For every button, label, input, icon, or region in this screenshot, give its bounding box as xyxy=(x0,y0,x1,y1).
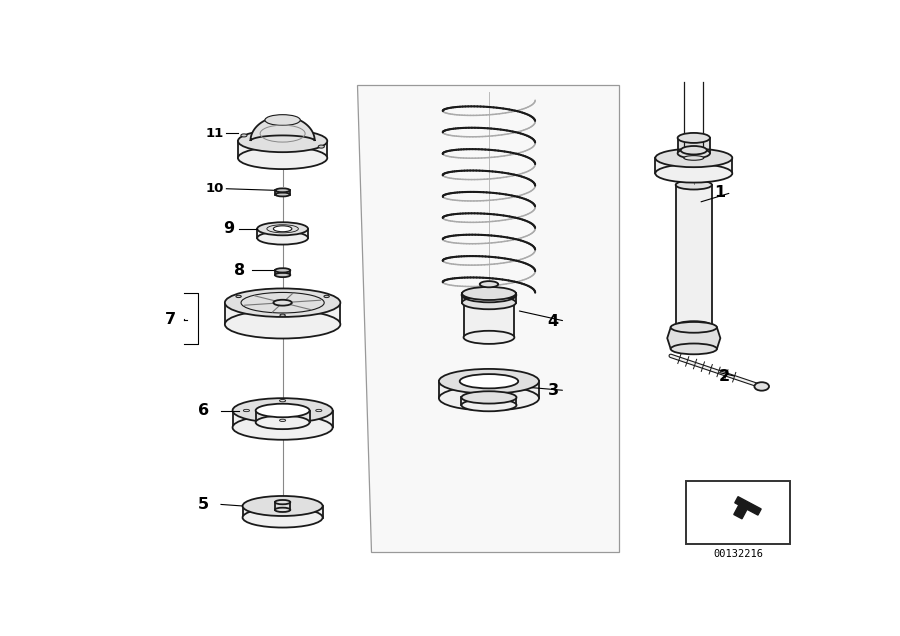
Ellipse shape xyxy=(232,398,333,423)
Ellipse shape xyxy=(462,287,516,300)
Polygon shape xyxy=(680,150,706,163)
Ellipse shape xyxy=(676,321,712,331)
Ellipse shape xyxy=(280,314,285,316)
Ellipse shape xyxy=(754,382,769,391)
Ellipse shape xyxy=(225,289,340,317)
Polygon shape xyxy=(439,381,539,398)
Text: 6: 6 xyxy=(198,403,209,418)
Polygon shape xyxy=(243,506,322,518)
Ellipse shape xyxy=(439,386,539,410)
Text: 5: 5 xyxy=(198,497,209,512)
Polygon shape xyxy=(256,410,310,422)
Text: 10: 10 xyxy=(206,183,224,195)
Ellipse shape xyxy=(316,410,322,411)
Text: 1: 1 xyxy=(714,185,724,200)
Text: 2: 2 xyxy=(719,369,730,384)
Ellipse shape xyxy=(274,273,291,277)
Text: 7: 7 xyxy=(165,312,176,327)
Polygon shape xyxy=(462,398,517,405)
Ellipse shape xyxy=(241,134,247,137)
Polygon shape xyxy=(464,295,515,337)
Ellipse shape xyxy=(225,310,340,338)
Ellipse shape xyxy=(275,193,290,197)
Ellipse shape xyxy=(243,496,323,516)
Polygon shape xyxy=(357,85,619,552)
Ellipse shape xyxy=(257,222,308,235)
Text: 9: 9 xyxy=(223,221,234,237)
Polygon shape xyxy=(734,497,761,519)
Polygon shape xyxy=(274,502,291,510)
Ellipse shape xyxy=(680,146,706,155)
Ellipse shape xyxy=(274,300,292,306)
Ellipse shape xyxy=(462,399,517,411)
Ellipse shape xyxy=(238,130,328,152)
Ellipse shape xyxy=(265,114,301,125)
Ellipse shape xyxy=(257,232,308,245)
Ellipse shape xyxy=(243,410,249,411)
Ellipse shape xyxy=(439,369,539,394)
Polygon shape xyxy=(225,303,340,324)
Polygon shape xyxy=(232,410,333,427)
Polygon shape xyxy=(676,185,712,326)
Polygon shape xyxy=(667,328,720,349)
Text: 3: 3 xyxy=(547,383,559,398)
Ellipse shape xyxy=(324,295,329,298)
Polygon shape xyxy=(655,158,733,174)
Polygon shape xyxy=(275,190,290,195)
Ellipse shape xyxy=(676,180,712,190)
Polygon shape xyxy=(274,270,291,275)
Ellipse shape xyxy=(464,289,515,301)
Ellipse shape xyxy=(236,295,241,298)
Ellipse shape xyxy=(670,322,717,333)
Polygon shape xyxy=(250,116,315,141)
Ellipse shape xyxy=(256,404,310,417)
Ellipse shape xyxy=(280,419,285,422)
Ellipse shape xyxy=(670,343,717,354)
Ellipse shape xyxy=(274,226,292,232)
Text: 00132216: 00132216 xyxy=(713,549,763,558)
Text: 11: 11 xyxy=(206,127,224,140)
Ellipse shape xyxy=(655,164,733,183)
Ellipse shape xyxy=(680,158,706,167)
Ellipse shape xyxy=(462,296,516,309)
Ellipse shape xyxy=(460,374,518,389)
Ellipse shape xyxy=(274,268,291,272)
Ellipse shape xyxy=(684,156,704,160)
Ellipse shape xyxy=(232,415,333,439)
Ellipse shape xyxy=(238,147,328,169)
Ellipse shape xyxy=(256,415,310,429)
Text: 8: 8 xyxy=(234,263,245,278)
Ellipse shape xyxy=(464,331,515,344)
Ellipse shape xyxy=(274,508,291,512)
Bar xyxy=(686,481,790,544)
Ellipse shape xyxy=(462,391,517,404)
Ellipse shape xyxy=(480,281,499,287)
Ellipse shape xyxy=(280,399,285,402)
Ellipse shape xyxy=(678,133,710,143)
Polygon shape xyxy=(462,293,516,303)
Text: 4: 4 xyxy=(547,314,559,329)
Polygon shape xyxy=(678,138,710,153)
Polygon shape xyxy=(257,229,308,238)
Ellipse shape xyxy=(655,149,733,167)
Ellipse shape xyxy=(319,145,324,148)
Ellipse shape xyxy=(275,188,290,192)
Ellipse shape xyxy=(243,508,323,527)
Polygon shape xyxy=(238,141,328,158)
Ellipse shape xyxy=(678,148,710,158)
Ellipse shape xyxy=(274,500,291,504)
